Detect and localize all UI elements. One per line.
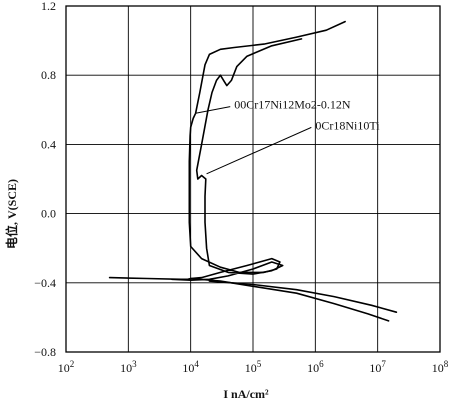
plot-frame <box>65 5 441 353</box>
y-tick-label: 0.8 <box>41 68 56 82</box>
series-curve-2 <box>189 277 390 322</box>
y-tick-label: 0.4 <box>41 137 56 151</box>
annotation-label: 00Cr17Ni12Mo2-0.12N <box>234 98 351 112</box>
x-tick-label: 103 <box>120 359 137 375</box>
x-tick-labels: 102 103 104 105 106 107 108 <box>58 359 449 375</box>
annotation-leader-line <box>206 126 312 175</box>
x-tick-label: 107 <box>369 359 386 375</box>
y-tick-labels: −0.8 −0.4 0.0 0.4 0.8 1.2 <box>34 0 56 359</box>
annotation-leader-line <box>195 106 231 114</box>
y-tick-label: −0.8 <box>34 345 56 359</box>
x-tick-label: 104 <box>182 359 199 375</box>
annotations: 00Cr17Ni12Mo2-0.12N 0Cr18Ni10Ti <box>195 98 380 175</box>
x-tick-label: 102 <box>58 359 75 375</box>
x-tick-label: 106 <box>307 359 324 375</box>
annotation-label: 0Cr18Ni10Ti <box>315 118 380 132</box>
x-axis-label: I nA/cm² <box>223 387 269 401</box>
y-axis-label: 电位, V(SCE) <box>4 179 19 249</box>
x-tick-label: 108 <box>432 359 449 375</box>
series-curve-1 <box>108 20 346 281</box>
series-curve-3 <box>171 38 303 281</box>
grid-lines <box>65 5 441 353</box>
y-tick-label: −0.4 <box>34 276 56 290</box>
y-tick-label: 0.0 <box>41 207 56 221</box>
curves <box>108 20 398 322</box>
x-tick-label: 105 <box>245 359 262 375</box>
series-curve-4 <box>208 280 398 313</box>
y-tick-label: 1.2 <box>41 0 56 13</box>
